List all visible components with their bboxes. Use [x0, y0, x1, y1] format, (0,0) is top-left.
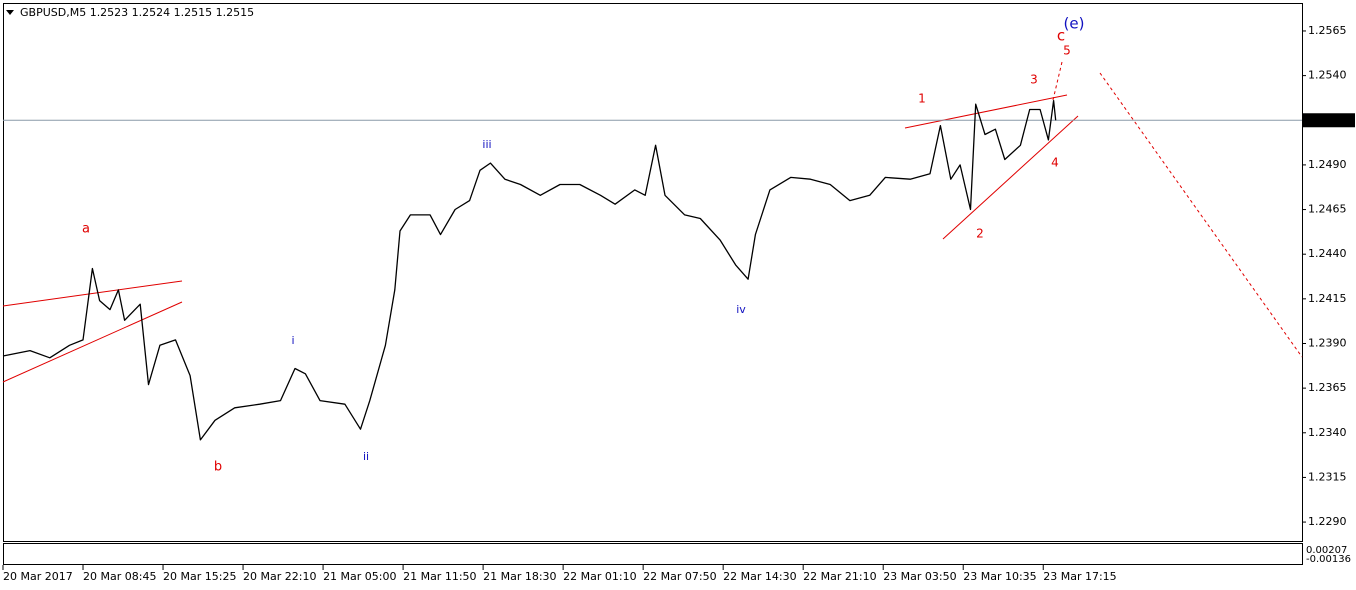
- y-tick-label: 1.2365: [1308, 381, 1347, 394]
- y-tick-label: 1.2440: [1308, 247, 1347, 260]
- chart-title: GBPUSD,M5 1.2523 1.2524 1.2515 1.2515: [20, 6, 254, 19]
- x-tick-label: 23 Mar 03:50: [883, 570, 956, 583]
- trendline: [2, 301, 183, 383]
- x-tick-label: 23 Mar 10:35: [963, 570, 1036, 583]
- subwindow-frame: [3, 543, 1303, 565]
- trendlines: [2, 61, 1303, 383]
- wave-label: i: [291, 334, 294, 347]
- trendline: [942, 115, 1079, 240]
- menu-arrow: [6, 10, 14, 15]
- last-price-label: 1.2515: [1307, 113, 1346, 126]
- y-tick-label: 1.2390: [1308, 336, 1347, 349]
- wave-label: 1: [918, 92, 926, 106]
- subwindow-label: -0.00136: [1306, 554, 1351, 565]
- y-tick-label: 1.2565: [1308, 24, 1347, 37]
- x-tick-label: 22 Mar 01:10: [563, 570, 636, 583]
- wave-label: iii: [482, 138, 491, 151]
- x-tick-label: 20 Mar 22:10: [243, 570, 316, 583]
- wave-label: (e): [1064, 15, 1085, 33]
- wave-label: 2: [976, 227, 984, 241]
- y-tick-label: 1.2290: [1308, 515, 1347, 528]
- last-price-box: [1303, 113, 1355, 128]
- y-tick-label: 1.2465: [1308, 203, 1347, 216]
- plot-frame: [3, 3, 1303, 542]
- wave-label: 4: [1051, 156, 1059, 170]
- subwindow-label: 0.00207: [1306, 545, 1347, 556]
- projection: [1052, 61, 1063, 101]
- y-tick-label: 1.2490: [1308, 158, 1347, 171]
- y-tick-label: 1.2340: [1308, 426, 1347, 439]
- wave-label: iv: [736, 303, 746, 316]
- projection: [1099, 72, 1303, 358]
- y-tick-label: 1.2540: [1308, 69, 1347, 82]
- y-tick-label: 1.2415: [1308, 292, 1347, 305]
- x-tick-label: 20 Mar 08:45: [83, 570, 156, 583]
- x-tick-label: 21 Mar 18:30: [483, 570, 556, 583]
- wave-label: a: [82, 222, 90, 237]
- x-tick-label: 22 Mar 14:30: [723, 570, 796, 583]
- y-tick-label: 1.2315: [1308, 470, 1347, 483]
- trendline: [904, 94, 1068, 129]
- wave-label: 3: [1030, 73, 1038, 87]
- x-tick-label: 23 Mar 17:15: [1043, 570, 1116, 583]
- x-tick-label: 21 Mar 05:00: [323, 570, 396, 583]
- x-tick-label: 21 Mar 11:50: [403, 570, 476, 583]
- price-line: [2, 99, 1057, 441]
- trendline: [2, 280, 183, 307]
- wave-label: c: [1057, 27, 1065, 45]
- wave-label: b: [214, 460, 222, 475]
- x-tick-label: 20 Mar 15:25: [163, 570, 236, 583]
- wave-label: ii: [363, 450, 369, 463]
- x-tick-label: 22 Mar 21:10: [803, 570, 876, 583]
- x-tick-label: 20 Mar 2017: [3, 570, 73, 583]
- wave-label: 5: [1063, 44, 1071, 58]
- x-tick-label: 22 Mar 07:50: [643, 570, 716, 583]
